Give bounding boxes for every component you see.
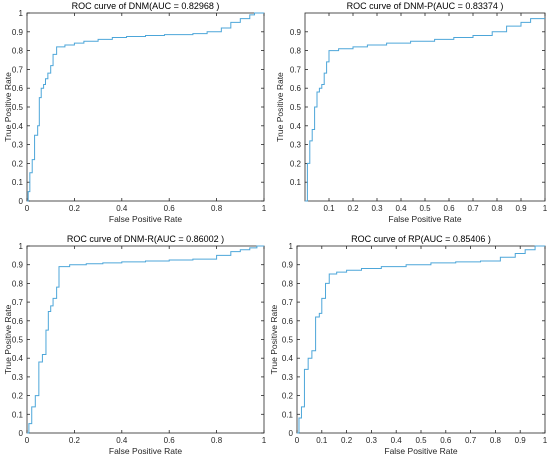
y-tick-label: 0.9: [12, 261, 24, 270]
x-tick-label: 0.4: [116, 436, 128, 445]
x-tick-label: 0.7: [465, 436, 477, 445]
y-tick-label: 0.4: [12, 354, 24, 363]
y-tick-label: 0.8: [290, 47, 302, 56]
x-tick-label: 0.7: [467, 204, 479, 213]
y-tick-label: 0.1: [12, 178, 24, 187]
x-tick-label: 0.8: [491, 204, 503, 213]
y-axis-label: True Positive Rate: [269, 304, 279, 374]
x-tick-label: 0.6: [164, 204, 176, 213]
x-tick-label: 0.2: [69, 436, 81, 445]
y-tick-label: 0.3: [12, 141, 24, 150]
x-tick-label: 1: [543, 204, 548, 213]
x-tick-label: 0.5: [415, 436, 427, 445]
y-tick-label: 0.5: [282, 336, 294, 345]
y-tick-label: 0.5: [12, 336, 24, 345]
y-tick-label: 0.2: [12, 392, 24, 401]
y-tick-label: 0.4: [290, 122, 302, 131]
y-tick-label: 0.6: [12, 317, 24, 326]
x-tick-label: 0.8: [490, 436, 502, 445]
x-tick-label: 0.1: [316, 436, 328, 445]
y-tick-label: 0.8: [12, 279, 24, 288]
y-tick-label: 0.9: [12, 28, 24, 37]
x-axis-label: False Positive Rate: [109, 214, 182, 224]
y-tick-label: 0.3: [282, 373, 294, 382]
chart-title: ROC curve of DNM-P(AUC = 0.83374 ): [347, 1, 504, 11]
y-tick-label: 0.9: [282, 261, 294, 270]
x-tick-label: 0.6: [164, 436, 176, 445]
roc-panel-3: 0 0.2 0.4 0.6 0.8 1 0 0.1 0.2 0.3 0.4 0.5 0.6 0.7 0.8 0…: [3, 234, 267, 456]
x-tick-label: 1: [262, 204, 267, 213]
y-tick-label: 0.3: [12, 373, 24, 382]
y-tick-label: 0: [19, 197, 24, 206]
chart-title: ROC curve of RP(AUC = 0.85406 ): [351, 234, 491, 244]
y-tick-label: 0.6: [12, 84, 24, 93]
y-tick-label: 0.8: [282, 279, 294, 288]
plot-area: [296, 245, 546, 434]
x-tick-label: 0.5: [419, 204, 431, 213]
y-tick-label: 0.2: [12, 159, 24, 168]
y-tick-label: 0.4: [12, 122, 24, 131]
x-axis-label: False Positive Rate: [388, 214, 461, 224]
y-tick-label: 1: [289, 242, 294, 251]
y-tick-label: 0.6: [282, 317, 294, 326]
roc-curve-line: [305, 18, 545, 202]
roc-panel-2: 0.1 0.2 0.3 0.4 0.5 0.6 0.7 0.8 0.9 1 0.1 0.2 0.3 0.4…: [275, 1, 548, 224]
y-tick-label: 0.7: [12, 65, 24, 74]
x-tick-label: 0.1: [323, 204, 335, 213]
x-tick-label: 0.8: [211, 204, 223, 213]
x-axis-label: False Positive Rate: [384, 446, 457, 456]
x-tick-label: 0.4: [391, 436, 403, 445]
x-tick-label: 0: [295, 436, 300, 445]
x-tick-label: 0.4: [116, 204, 128, 213]
x-tick-label: 1: [262, 436, 267, 445]
plot-area: [26, 245, 265, 434]
x-tick-label: 0.2: [347, 204, 359, 213]
x-tick-label: 0.2: [69, 204, 81, 213]
roc-panel-1: 0 0.2 0.4 0.6 0.8 1 0 0.1 0.2 0.3 0.4 0.5 0.6 0.7 0.8 0…: [3, 1, 267, 224]
y-axis-label: True Positive Rate: [3, 304, 13, 374]
y-tick-label: 0.3: [290, 141, 302, 150]
x-tick-label: 0.8: [211, 436, 223, 445]
plot-area: [26, 12, 265, 202]
y-tick-label: 1: [19, 9, 24, 18]
y-tick-label: 0.7: [12, 298, 24, 307]
y-tick-label: 0.6: [290, 84, 302, 93]
roc-panel-4: 0 0.1 0.2 0.3 0.4 0.5 0.6 0.7 0.8 0.9 1 0 0.1 0.2 0.3 0…: [269, 234, 548, 456]
y-tick-label: 0.7: [282, 298, 294, 307]
roc-curve-line: [27, 12, 264, 202]
x-tick-label: 0.6: [443, 204, 455, 213]
chart-title: ROC curve of DNM-R(AUC = 0.86002 ): [67, 234, 224, 244]
x-tick-label: 0.9: [515, 204, 527, 213]
x-tick-label: 0.3: [366, 436, 378, 445]
y-tick-label: 0.1: [282, 410, 294, 419]
roc-curve-line: [27, 245, 264, 434]
chart-title: ROC curve of DNM(AUC = 0.82968 ): [72, 1, 220, 11]
x-tick-label: 1: [543, 436, 548, 445]
x-tick-label: 0: [25, 436, 30, 445]
y-tick-label: 0.5: [290, 103, 302, 112]
y-tick-label: 1: [19, 242, 24, 251]
x-tick-label: 0.9: [515, 436, 527, 445]
y-tick-label: 0.2: [290, 159, 302, 168]
y-tick-label: 0.5: [12, 103, 24, 112]
y-tick-label: 0.8: [12, 47, 24, 56]
y-axis-label: True Positive Rate: [3, 72, 13, 142]
y-tick-label: 0.1: [12, 410, 24, 419]
y-tick-label: 0: [19, 429, 24, 438]
y-tick-label: 0.1: [290, 178, 302, 187]
x-tick-label: 0.6: [440, 436, 452, 445]
y-tick-label: 0.4: [282, 354, 294, 363]
x-tick-label: 0: [25, 204, 30, 213]
x-tick-label: 0.4: [395, 204, 407, 213]
roc-curve-line: [297, 245, 545, 434]
y-axis-label: True Positive Rate: [275, 72, 285, 142]
y-tick-label: 0.9: [290, 28, 302, 37]
y-tick-label: 0.7: [290, 65, 302, 74]
y-tick-label: 0.2: [282, 392, 294, 401]
y-tick-label: 0: [289, 429, 294, 438]
x-tick-label: 0.2: [341, 436, 353, 445]
x-tick-label: 0.3: [371, 204, 383, 213]
x-axis-label: False Positive Rate: [109, 446, 182, 456]
